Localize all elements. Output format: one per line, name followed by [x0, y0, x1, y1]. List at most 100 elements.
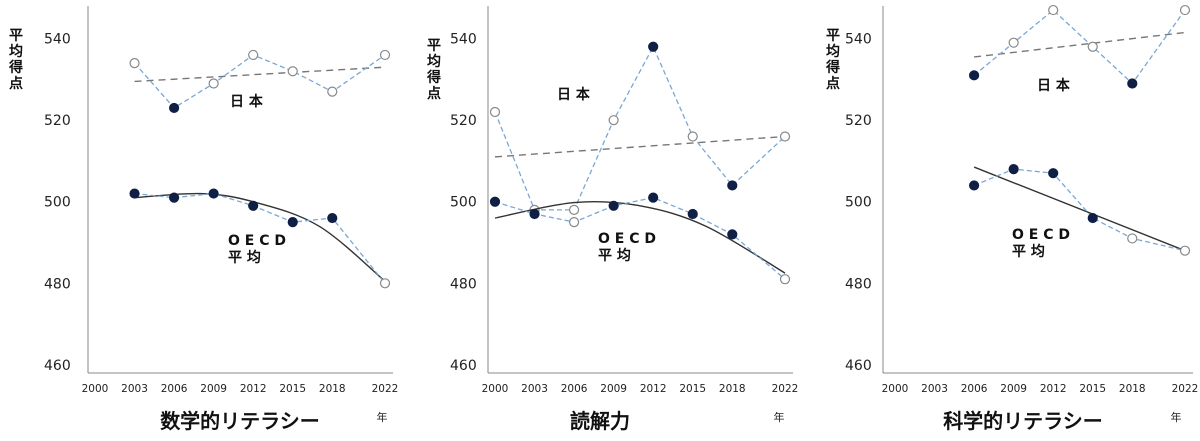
data-point [687, 208, 698, 220]
data-point [687, 131, 698, 142]
x-axis-unit-label: 年 [1171, 410, 1182, 424]
chart-panel-2: 460 480 500 520 540 2000 2003 2006 2009 2012 2015 2… [426, 6, 798, 433]
data-point [129, 57, 140, 69]
series-line [494, 196, 786, 280]
y-tick-label: 520 [845, 113, 872, 129]
y-tick-label: 520 [450, 113, 477, 129]
x-tick-label: 2022 [372, 383, 399, 395]
x-tick-label: 2003 [121, 383, 148, 395]
y-tick-label: 460 [44, 358, 71, 374]
y-axis-label-char: 点 [9, 75, 23, 92]
data-point [208, 78, 219, 89]
y-tick-label: 460 [450, 358, 477, 374]
data-point [168, 192, 180, 203]
data-point [287, 66, 298, 77]
x-tick-label: 2012 [640, 383, 667, 395]
panel-title: 読解力 [570, 409, 630, 433]
x-tick-label: 2006 [161, 383, 188, 395]
oecd-series-label-line2: 平 均 [1012, 243, 1045, 260]
data-point [779, 131, 791, 142]
oecd-series-label-line2: 平 均 [598, 247, 631, 264]
japan-series-label: 日 本 [1037, 77, 1071, 94]
data-point [529, 208, 540, 220]
oecd-series-label-line2: 平 均 [228, 249, 261, 266]
data-point [608, 200, 619, 211]
series-line [973, 168, 1186, 252]
data-point [1087, 212, 1098, 224]
x-tick-label: 2018 [1119, 383, 1146, 395]
y-tick-label: 540 [845, 32, 872, 48]
data-point [1179, 245, 1191, 256]
x-tick-label: 2009 [600, 383, 627, 395]
series-japan [489, 41, 791, 215]
data-point [168, 102, 180, 114]
data-point [248, 49, 259, 61]
y-axis-label-char: 点 [826, 75, 840, 92]
x-tick-label: 2015 [279, 383, 306, 395]
x-tick-label: 2022 [1172, 383, 1199, 395]
x-tick-label: 2003 [521, 383, 548, 395]
japan-series-label: 日 本 [230, 93, 264, 110]
x-axis-unit-label: 年 [774, 410, 785, 424]
data-point [489, 106, 501, 118]
x-tick-label: 2018 [719, 383, 746, 395]
oecd-series-label-line1: O E C D [1012, 227, 1070, 243]
y-axis-label-char: 平 [427, 38, 441, 54]
x-tick-label: 2009 [1000, 383, 1027, 395]
data-point [727, 229, 738, 240]
data-point [568, 204, 580, 215]
data-point [779, 274, 791, 285]
trend-line [494, 135, 786, 158]
data-point [648, 41, 659, 52]
y-axis-label-char: 平 [9, 28, 23, 44]
data-point [1048, 168, 1059, 179]
y-axis-label-char: 均 [9, 43, 23, 60]
x-tick-label: 2000 [82, 383, 109, 395]
y-tick-label: 500 [44, 195, 71, 211]
y-axis-label-char: 点 [427, 85, 441, 102]
data-point [1008, 37, 1019, 48]
y-tick-label: 500 [450, 195, 477, 211]
data-point [287, 217, 298, 228]
series-japan [129, 49, 391, 114]
x-tick-label: 2012 [240, 383, 267, 395]
data-point [968, 70, 980, 81]
x-tick-label: 2003 [921, 383, 948, 395]
series-japan [968, 4, 1191, 89]
data-point [1048, 4, 1059, 16]
y-tick-label: 500 [845, 195, 872, 211]
y-axis-label-char: 平 [826, 28, 840, 44]
y-tick-label: 480 [44, 276, 71, 292]
x-tick-label: 2015 [1079, 383, 1106, 395]
y-axis-label-char: 得 [426, 69, 441, 86]
trend-line [973, 166, 1186, 252]
data-point [489, 196, 501, 207]
x-tick-label: 2000 [482, 383, 509, 395]
x-axis-unit-label: 年 [377, 410, 388, 424]
x-tick-label: 2012 [1040, 383, 1067, 395]
y-tick-label: 480 [450, 276, 477, 292]
data-point [208, 188, 219, 199]
japan-series-label: 日 本 [557, 86, 591, 103]
series-line [494, 45, 786, 211]
x-tick-label: 2006 [961, 383, 988, 395]
data-point [327, 86, 338, 97]
data-point [248, 200, 259, 211]
y-tick-label: 480 [845, 276, 872, 292]
y-axis-label-char: 均 [427, 53, 441, 70]
trend-line [134, 66, 386, 83]
trend-line [974, 31, 1186, 58]
panel-title: 数学的リテラシー [160, 409, 320, 433]
chart-panel-1: 460 480 500 520 540 2000 2003 2006 2009 2012 2015 2… [8, 6, 398, 433]
y-tick-label: 520 [44, 113, 71, 129]
data-point [129, 188, 140, 199]
series-oecd [489, 192, 791, 285]
data-point [568, 217, 580, 228]
x-tick-label: 2000 [882, 383, 909, 395]
data-point [379, 278, 391, 289]
chart-panel-3: 460 480 500 520 540 2000 2003 2006 2009 2012 2015 2… [825, 4, 1199, 433]
data-point [1179, 4, 1191, 16]
oecd-series-label-line1: O E C D [228, 233, 286, 249]
data-point [648, 192, 659, 203]
